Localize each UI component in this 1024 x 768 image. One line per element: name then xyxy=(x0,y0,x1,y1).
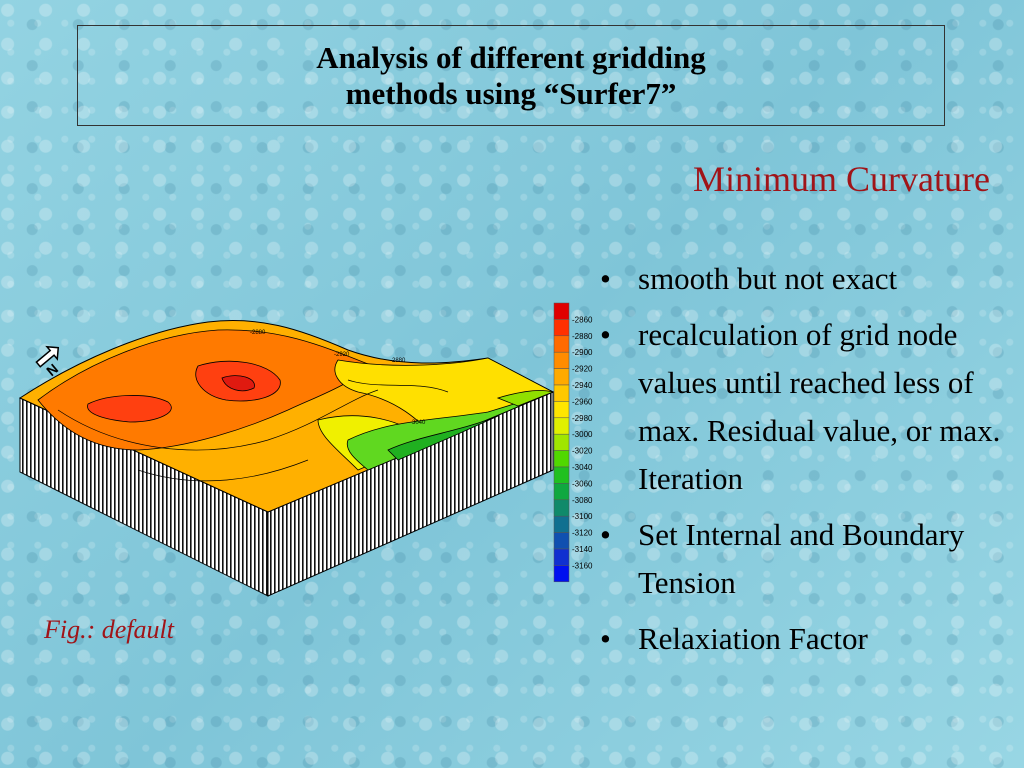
legend-label: -2900 xyxy=(572,348,593,357)
legend-swatch xyxy=(553,450,570,468)
legend-label: -3080 xyxy=(572,496,593,505)
bullet-list: • smooth but not exact • recalculation of … xyxy=(600,255,1010,671)
legend-swatch xyxy=(553,417,570,435)
legend-label: -2920 xyxy=(572,365,593,374)
legend-swatch xyxy=(553,466,570,484)
bullet-item: • recalculation of grid node values until… xyxy=(600,311,1010,503)
bullet-icon: • xyxy=(600,517,611,552)
legend-label: -2980 xyxy=(572,414,593,423)
contour-green-edge xyxy=(496,390,555,407)
legend-swatch xyxy=(553,368,570,386)
slide-title: Analysis of different gridding methods u… xyxy=(316,40,706,112)
color-scale-legend: -2860 -2880 -2900 -2920 -2940 -2960 -2980 -3000… xyxy=(553,302,593,583)
legend-label: -3060 xyxy=(572,479,593,488)
surface-map-figure: N -2880 -2880 -2920 -3040 -2860-2880-290… xyxy=(18,302,593,597)
legend-label: -3120 xyxy=(572,529,593,538)
legend-swatch xyxy=(553,302,570,320)
legend-label: -3040 xyxy=(572,463,593,472)
bullet-icon: • xyxy=(600,261,611,296)
bullet-item: • smooth but not exact xyxy=(600,255,1010,303)
bullet-icon: • xyxy=(600,317,611,352)
legend-swatch xyxy=(553,401,570,419)
legend-swatch xyxy=(553,565,570,583)
bullet-item: • Set Internal and Boundary Tension xyxy=(600,511,1010,607)
legend-swatch xyxy=(553,319,570,337)
legend-swatch xyxy=(553,548,570,566)
title-box: Analysis of different gridding methods u… xyxy=(77,25,945,126)
legend-swatch xyxy=(553,483,570,501)
bullet-item: • Relaxiation Factor xyxy=(600,615,1010,663)
legend-label: -3100 xyxy=(572,512,593,521)
legend-label: -2880 xyxy=(572,332,593,341)
contour-label: -2920 xyxy=(334,352,350,358)
legend-label: -3000 xyxy=(572,430,593,439)
figure-caption: Fig.: default xyxy=(44,615,174,644)
contour-darkgreen-zone xyxy=(387,415,499,461)
legend-label: -3160 xyxy=(572,561,593,570)
legend-swatch xyxy=(553,532,570,550)
legend-swatch xyxy=(553,433,570,451)
legend-swatch xyxy=(553,335,570,353)
contour-label: -2880 xyxy=(250,330,266,336)
legend-label: -3020 xyxy=(572,447,593,456)
legend-swatch xyxy=(553,515,570,533)
contour-high-zone xyxy=(87,395,172,423)
legend-label: -3140 xyxy=(572,545,593,554)
legend-label: -2960 xyxy=(572,397,593,406)
contour-label: -2880 xyxy=(390,358,406,364)
legend-swatch xyxy=(553,499,570,517)
legend-label: -2940 xyxy=(572,381,593,390)
title-line-2: methods using “Surfer7” xyxy=(345,75,677,111)
title-line-1: Analysis of different gridding xyxy=(316,39,706,75)
contour-peak xyxy=(221,375,255,392)
legend-swatch xyxy=(553,351,570,369)
method-subtitle: Minimum Curvature xyxy=(693,159,990,199)
legend-label: -2860 xyxy=(572,315,593,324)
contour-label: -3040 xyxy=(410,420,426,426)
legend-swatch xyxy=(553,384,570,402)
bullet-icon: • xyxy=(600,621,611,656)
